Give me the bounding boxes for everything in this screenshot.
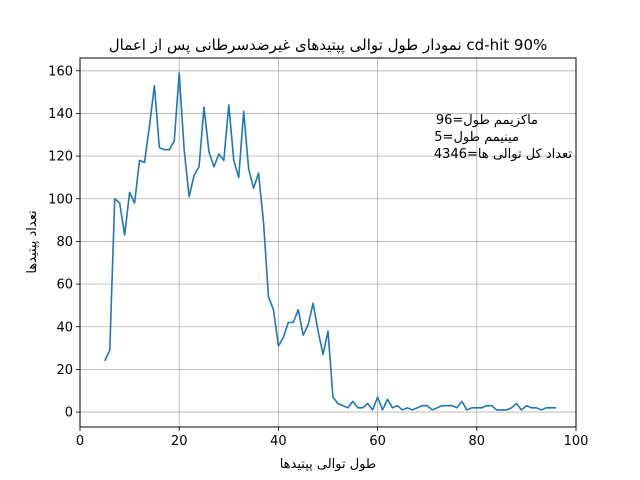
y-tick-label: 140 [48, 107, 73, 122]
y-tick-label: 80 [56, 235, 73, 250]
y-tick-label: 60 [56, 278, 73, 293]
chart-title: نمودار طول توالی پپتیدهای غیرضدسرطانی پس… [109, 36, 548, 55]
x-tick-label: 80 [469, 434, 486, 449]
x-tick-label: 100 [564, 434, 589, 449]
y-axis-ticks: 0 20 40 60 80 100 120 140 160 [48, 64, 80, 421]
x-tick-label: 0 [76, 434, 84, 449]
series-line [104, 72, 557, 411]
grid-lines [79, 58, 577, 427]
y-tick-label: 20 [56, 363, 73, 378]
annotation-total-count: 4346=تعداد کل توالی ها [434, 147, 572, 162]
x-tick-label: 40 [270, 434, 287, 449]
plot-frame [79, 57, 577, 428]
annotation-max-length: 96=ماکزیمم طول [436, 113, 538, 128]
y-tick-label: 40 [56, 320, 73, 335]
x-axis-ticks: 0 20 40 60 80 100 [76, 427, 589, 449]
y-tick-label: 0 [65, 406, 73, 421]
annotation-min-length: 5=مینیمم طول [434, 130, 519, 145]
x-tick-label: 20 [171, 434, 188, 449]
y-tick-label: 120 [48, 150, 73, 165]
y-tick-label: 160 [48, 64, 73, 79]
y-tick-label: 100 [48, 192, 73, 207]
x-tick-label: 60 [369, 434, 386, 449]
stats-annotation: 96=ماکزیمم طول 5=مینیمم طول 4346=تعداد ک… [434, 113, 572, 162]
y-axis-label: تعداد پپتیدها [25, 210, 40, 274]
x-axis-label: طول توالی پپتیدها [280, 457, 377, 472]
